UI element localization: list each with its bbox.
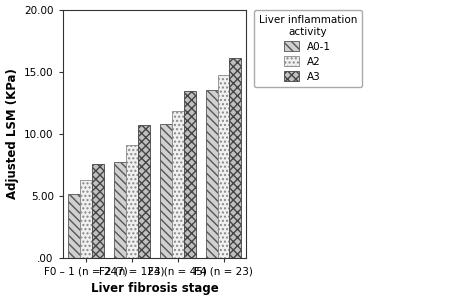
Bar (172, 111, 183, 258)
Bar (229, 58, 241, 258)
Bar (91, 163, 104, 258)
Legend: A0-1, A2, A3: A0-1, A2, A3 (254, 10, 362, 87)
Bar (183, 92, 195, 258)
Bar (126, 145, 137, 258)
Bar (160, 124, 172, 258)
Bar (218, 75, 229, 258)
X-axis label: Liver fibrosis stage: Liver fibrosis stage (91, 282, 219, 296)
Bar (114, 162, 126, 258)
Bar (206, 90, 218, 258)
Bar (80, 180, 91, 258)
Bar (68, 194, 80, 258)
Bar (137, 125, 150, 258)
Y-axis label: Adjusted LSM (KPa): Adjusted LSM (KPa) (6, 68, 18, 199)
